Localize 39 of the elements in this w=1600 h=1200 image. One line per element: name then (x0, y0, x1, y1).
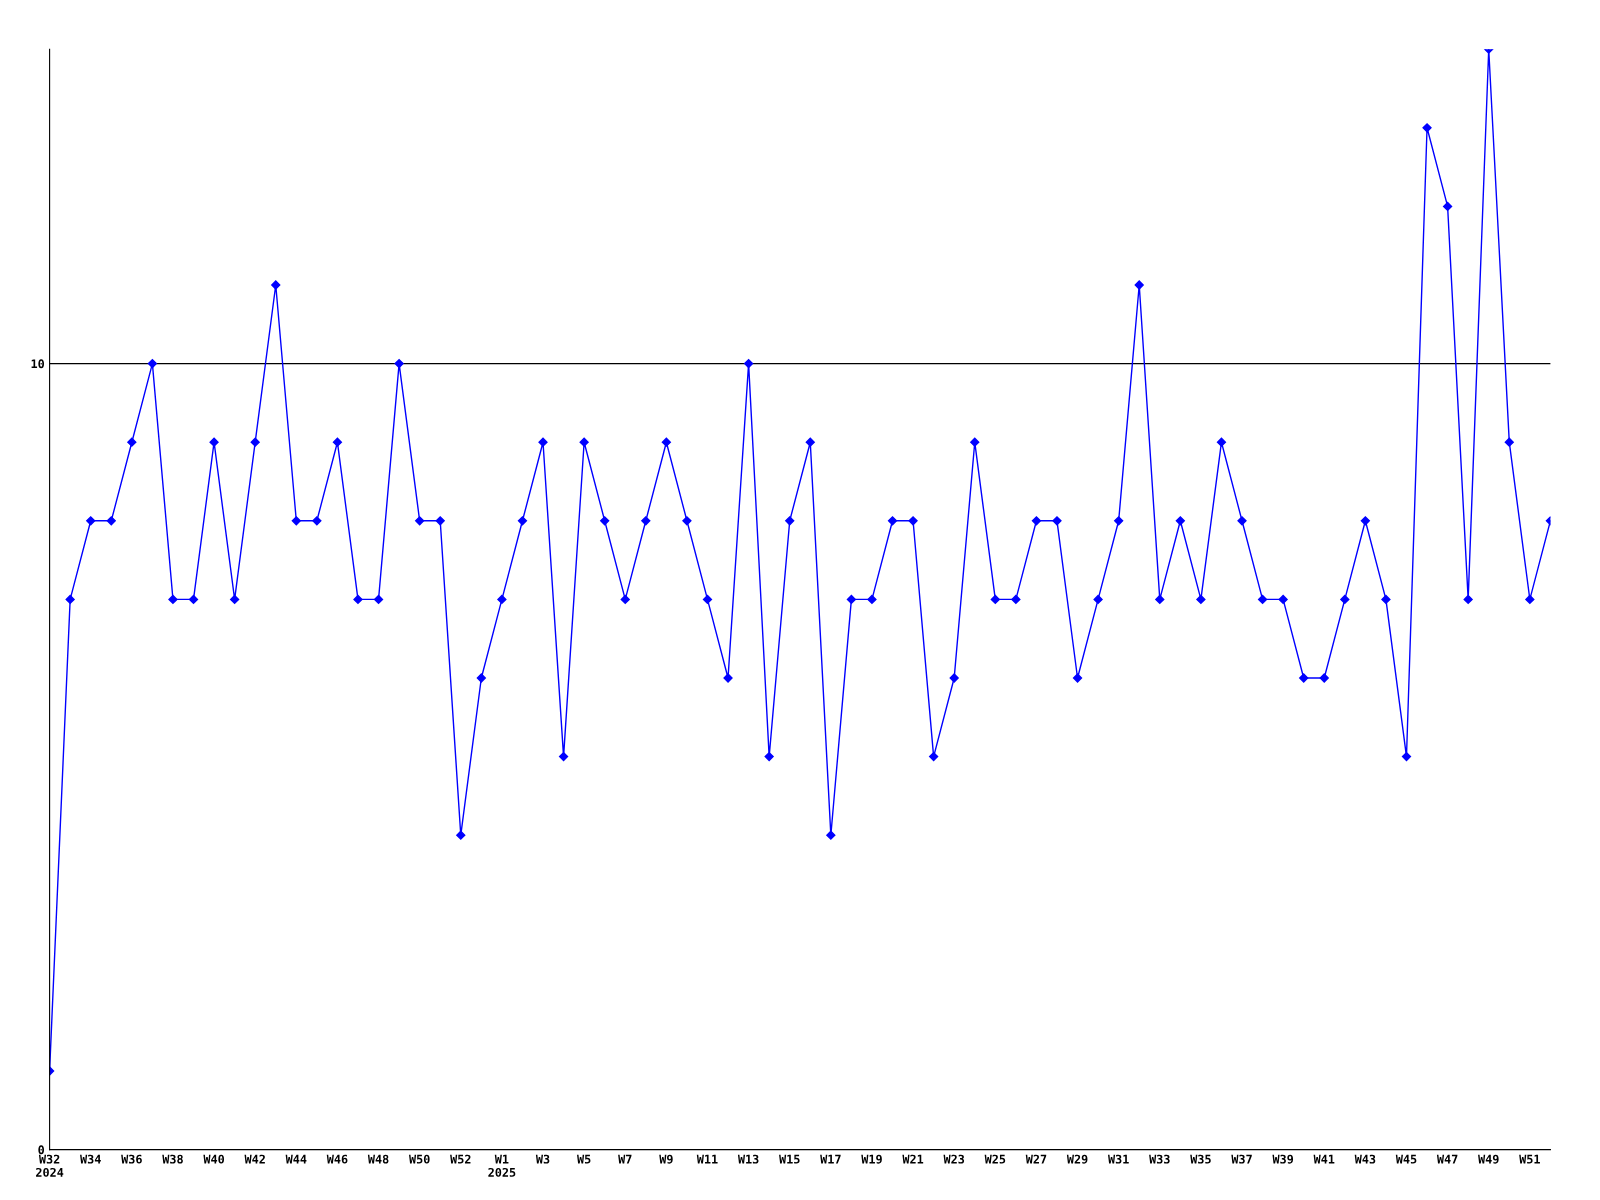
x-tick-label: W35 (1190, 1154, 1211, 1164)
x-tick-label: W27 (1025, 1154, 1047, 1164)
y-tick-label: 0 (38, 1145, 45, 1155)
x-tick-label: W5 (577, 1154, 591, 1164)
x-tick-label: W41 (1313, 1154, 1335, 1164)
x-tick-label: W33 (1149, 1154, 1170, 1164)
x-tick-label: W3 (535, 1154, 550, 1164)
x-tick-label: W45 (1395, 1154, 1417, 1164)
x-tick-label: W32 2024 (36, 1154, 64, 1177)
x-tick-label: W39 (1272, 1154, 1294, 1164)
x-tick-label: W43 (1354, 1154, 1376, 1164)
x-tick-label: W52 (450, 1154, 471, 1164)
x-tick-label: W42 (244, 1154, 265, 1164)
x-tick-label: W19 (861, 1154, 882, 1164)
x-tick-label: W29 (1066, 1154, 1088, 1164)
x-tick-label: W11 (696, 1154, 718, 1164)
x-tick-label: W40 (203, 1154, 225, 1164)
x-tick-label: W34 (80, 1154, 101, 1164)
y-tick-label: 10 (31, 359, 45, 369)
x-tick-label: W48 (367, 1154, 389, 1164)
x-tick-label: W49 (1478, 1154, 1499, 1164)
x-tick-label: W21 (902, 1154, 924, 1164)
x-tick-label: W1 2025 (488, 1154, 516, 1177)
x-tick-label: W37 (1231, 1154, 1252, 1164)
x-tick-label: W38 (162, 1154, 183, 1164)
x-tick-label: W51 (1519, 1154, 1540, 1164)
x-tick-label: W23 (943, 1154, 965, 1164)
x-tick-label: W9 (659, 1154, 673, 1164)
x-tick-label: W46 (326, 1154, 348, 1164)
x-tick-label: W15 (779, 1154, 800, 1164)
x-tick-label: W25 (984, 1154, 1006, 1164)
x-tick-label: W36 (121, 1154, 142, 1164)
x-tick-label: W17 (820, 1154, 841, 1164)
x-tick-label: W7 (618, 1154, 632, 1164)
x-tick-label: W50 (409, 1154, 430, 1164)
x-tick-label: W31 (1108, 1154, 1129, 1164)
x-tick-label: W44 (285, 1154, 307, 1164)
x-tick-label: W13 (737, 1154, 759, 1164)
x-tick-label: W47 (1436, 1154, 1458, 1164)
